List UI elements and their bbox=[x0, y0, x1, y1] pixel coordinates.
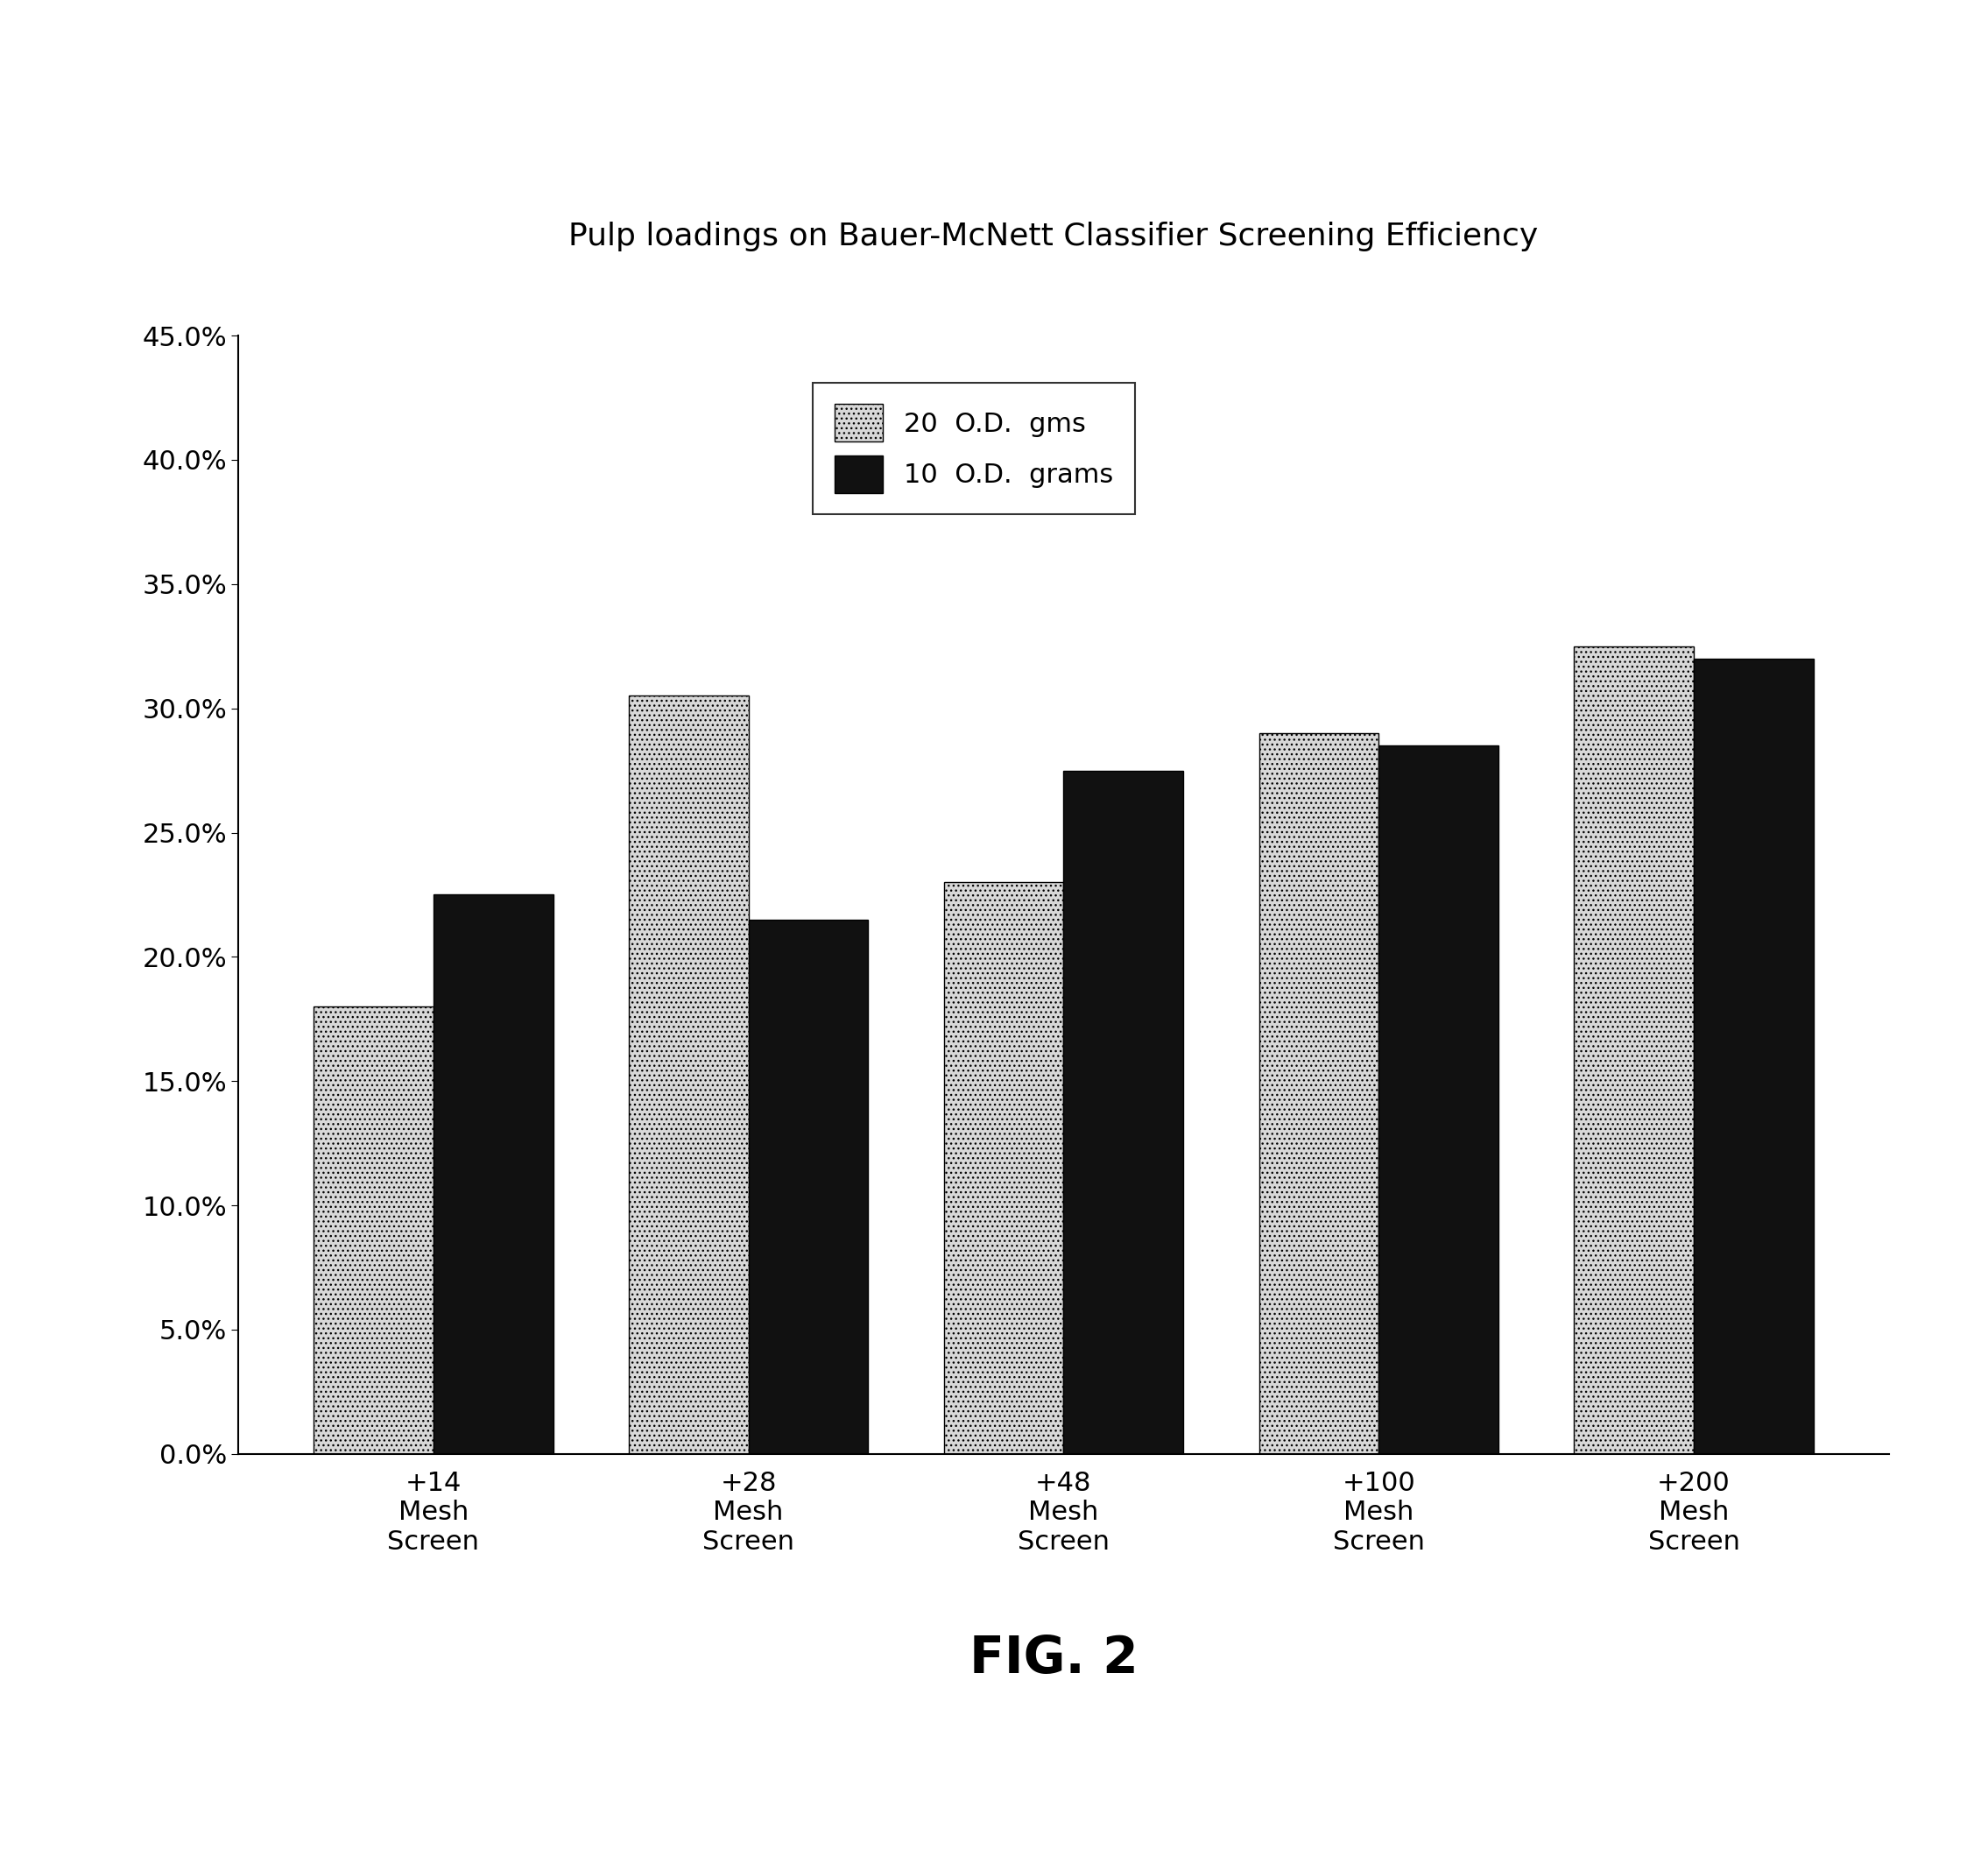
Text: Pulp loadings on Bauer-McNett Classifier Screening Efficiency: Pulp loadings on Bauer-McNett Classifier… bbox=[569, 222, 1539, 252]
Bar bbox=[1258, 733, 1380, 1454]
Text: FIG. 2: FIG. 2 bbox=[970, 1635, 1137, 1683]
Bar bbox=[628, 695, 747, 1454]
Legend: 20  O.D.  gms, 10  O.D.  grams: 20 O.D. gms, 10 O.D. grams bbox=[813, 382, 1135, 514]
Bar bbox=[1574, 647, 1694, 1454]
Bar bbox=[1380, 746, 1499, 1454]
Bar bbox=[1064, 770, 1183, 1454]
Bar bbox=[944, 882, 1064, 1454]
Bar bbox=[314, 1007, 433, 1454]
Bar bbox=[433, 895, 553, 1454]
Bar bbox=[747, 919, 869, 1454]
Bar bbox=[1694, 658, 1813, 1454]
